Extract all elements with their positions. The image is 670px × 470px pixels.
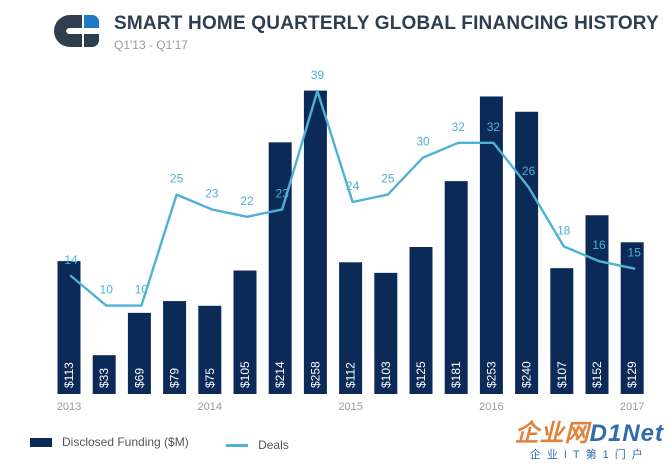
- funding-bar-label: $214: [273, 361, 287, 388]
- funding-bar: [127, 312, 151, 394]
- deals-data-label: 15: [628, 246, 642, 260]
- chart-title: SMART HOME QUARTERLY GLOBAL FINANCING HI…: [114, 13, 659, 34]
- funding-bar-label: $107: [555, 361, 569, 388]
- watermark-sub-text: 企业IT第1门户: [529, 449, 649, 461]
- deals-data-label: 23: [205, 186, 219, 200]
- x-axis-tick-label: 2016: [479, 401, 503, 413]
- deals-data-label: 14: [64, 253, 78, 267]
- funding-bar: [479, 96, 503, 395]
- x-axis-tick-label: 2015: [338, 401, 362, 413]
- legend-item-deals: Deals: [226, 438, 289, 452]
- deals-data-label: 25: [381, 172, 395, 186]
- funding-bar-label: $129: [625, 361, 639, 388]
- funding-bar: [444, 181, 468, 394]
- deals-data-label: 16: [592, 238, 606, 252]
- funding-bar-label: $112: [344, 362, 358, 388]
- funding-bar-label: $33: [97, 368, 111, 388]
- funding-bar-label: $125: [414, 361, 428, 388]
- funding-bar-label: $113: [62, 362, 76, 388]
- deals-data-label: 32: [487, 120, 501, 134]
- funding-bar: [233, 270, 257, 394]
- watermark-logo: 企业网D1Net 企业IT第1门户: [515, 413, 664, 462]
- chart-legend: Disclosed Funding ($M) Deals: [30, 435, 323, 452]
- funding-bar: [585, 215, 609, 394]
- funding-bar-label: $75: [203, 368, 217, 388]
- deals-line: [69, 89, 636, 307]
- funding-bar-label: $152: [590, 361, 604, 388]
- watermark-net-text: D1Net: [589, 420, 664, 447]
- deals-data-label: 30: [416, 135, 430, 149]
- legend-swatch-bar: [30, 437, 52, 447]
- legend-swatch-line: [226, 443, 249, 447]
- watermark-main: 企业网D1Net: [515, 413, 664, 448]
- funding-bar-label: $79: [168, 368, 182, 388]
- legend-label-funding: Disclosed Funding ($M): [62, 435, 189, 449]
- deals-data-label: 10: [100, 283, 114, 297]
- funding-bar-label: $253: [484, 361, 498, 388]
- funding-bar: [620, 242, 644, 394]
- legend-label-deals: Deals: [258, 438, 289, 452]
- x-axis-tick-label: 2013: [57, 401, 81, 413]
- deals-data-label: 23: [276, 186, 290, 200]
- funding-bar: [409, 247, 433, 394]
- deals-data-label: 10: [135, 283, 149, 297]
- deals-data-label: 32: [452, 120, 466, 134]
- funding-bar-label: $103: [379, 361, 393, 388]
- company-logo-icon: [54, 15, 99, 47]
- deals-data-label: 24: [346, 179, 360, 193]
- funding-bar: [198, 305, 222, 394]
- funding-bar: [515, 111, 539, 394]
- funding-bar-label: $240: [520, 361, 534, 388]
- funding-bar: [268, 142, 292, 394]
- x-axis-tick-label: 2017: [620, 401, 644, 413]
- legend-item-funding: Disclosed Funding ($M): [30, 435, 189, 449]
- funding-bar-label: $69: [132, 368, 146, 388]
- funding-bar: [374, 272, 398, 394]
- funding-bar-label: $105: [238, 361, 252, 388]
- deals-data-label: 26: [522, 164, 536, 178]
- deals-data-label: 39: [311, 68, 325, 82]
- funding-bar: [57, 261, 81, 394]
- deals-data-label: 18: [557, 223, 571, 237]
- funding-bar: [163, 301, 187, 394]
- chart-subtitle: Q1'13 - Q1'17: [114, 38, 188, 52]
- deals-data-label: 25: [170, 172, 184, 186]
- funding-bar: [92, 355, 116, 394]
- watermark-main-text: 企业网: [514, 420, 590, 447]
- deals-data-label: 22: [240, 194, 254, 208]
- x-axis-tick-label: 2014: [198, 401, 222, 413]
- funding-bar-label: $181: [449, 361, 463, 388]
- funding-bar: [303, 90, 327, 394]
- funding-bar: [550, 268, 574, 394]
- funding-bar: [339, 262, 363, 394]
- funding-bar-label: $258: [308, 361, 322, 388]
